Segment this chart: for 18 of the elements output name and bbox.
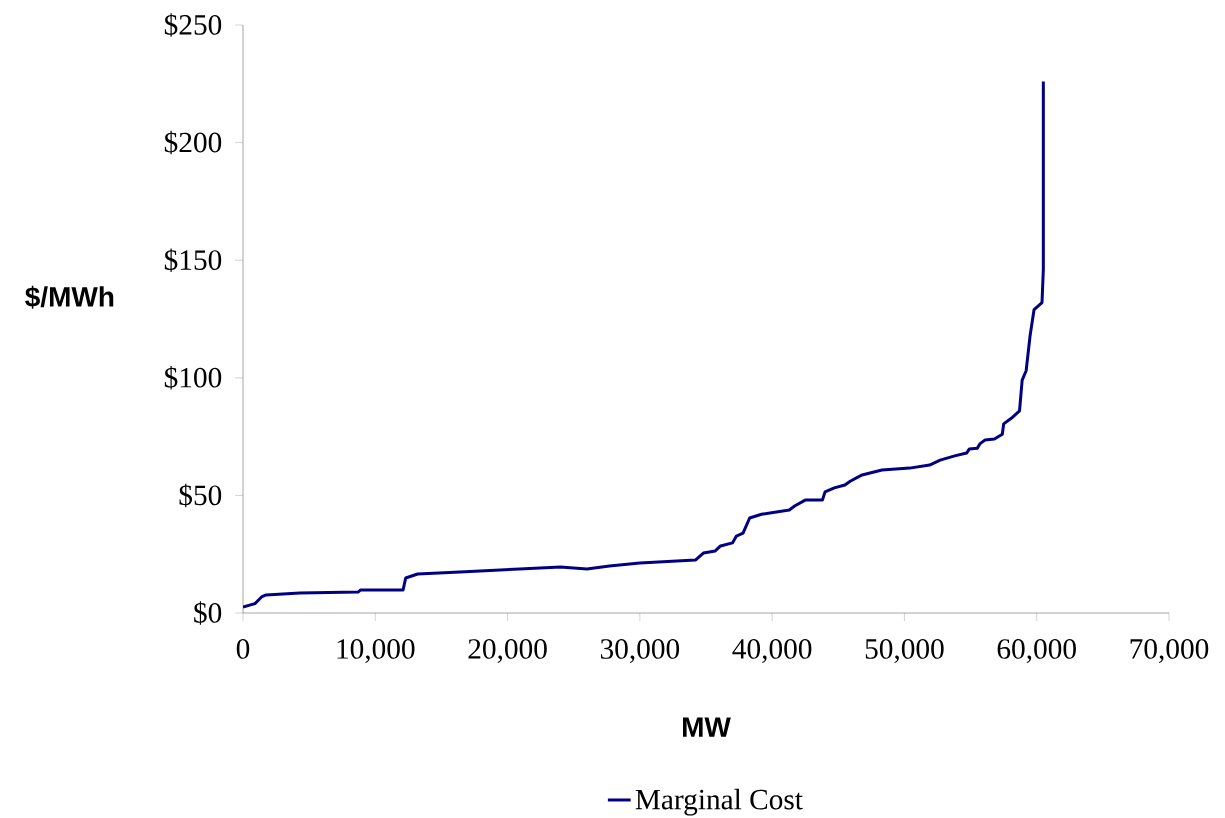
x-tick-label: 0 [236, 639, 250, 659]
y-axis-title: $/MWh [25, 285, 114, 309]
y-tick-label: $150 [164, 248, 222, 272]
y-tick-label: $0 [194, 601, 222, 625]
y-tick-label: $200 [164, 130, 222, 155]
x-tick-label: 60,000 [997, 639, 1076, 664]
x-tick-label: 20,000 [468, 639, 547, 664]
x-tick-label: 50,000 [865, 639, 944, 664]
x-axis-title: MW [683, 717, 731, 737]
x-tick-label: 30,000 [600, 639, 680, 664]
y-tick-label: $50 [179, 483, 222, 508]
y-tick-label: $100 [164, 366, 222, 390]
x-tick-label: 70,000 [1130, 639, 1209, 664]
y-tick-label: $250 [164, 13, 222, 37]
x-tick-label: 10,000 [337, 639, 415, 664]
legend-label: Marginal Cost [635, 788, 803, 816]
x-tick-label: 40,000 [732, 639, 812, 664]
line-series [243, 79, 1045, 609]
